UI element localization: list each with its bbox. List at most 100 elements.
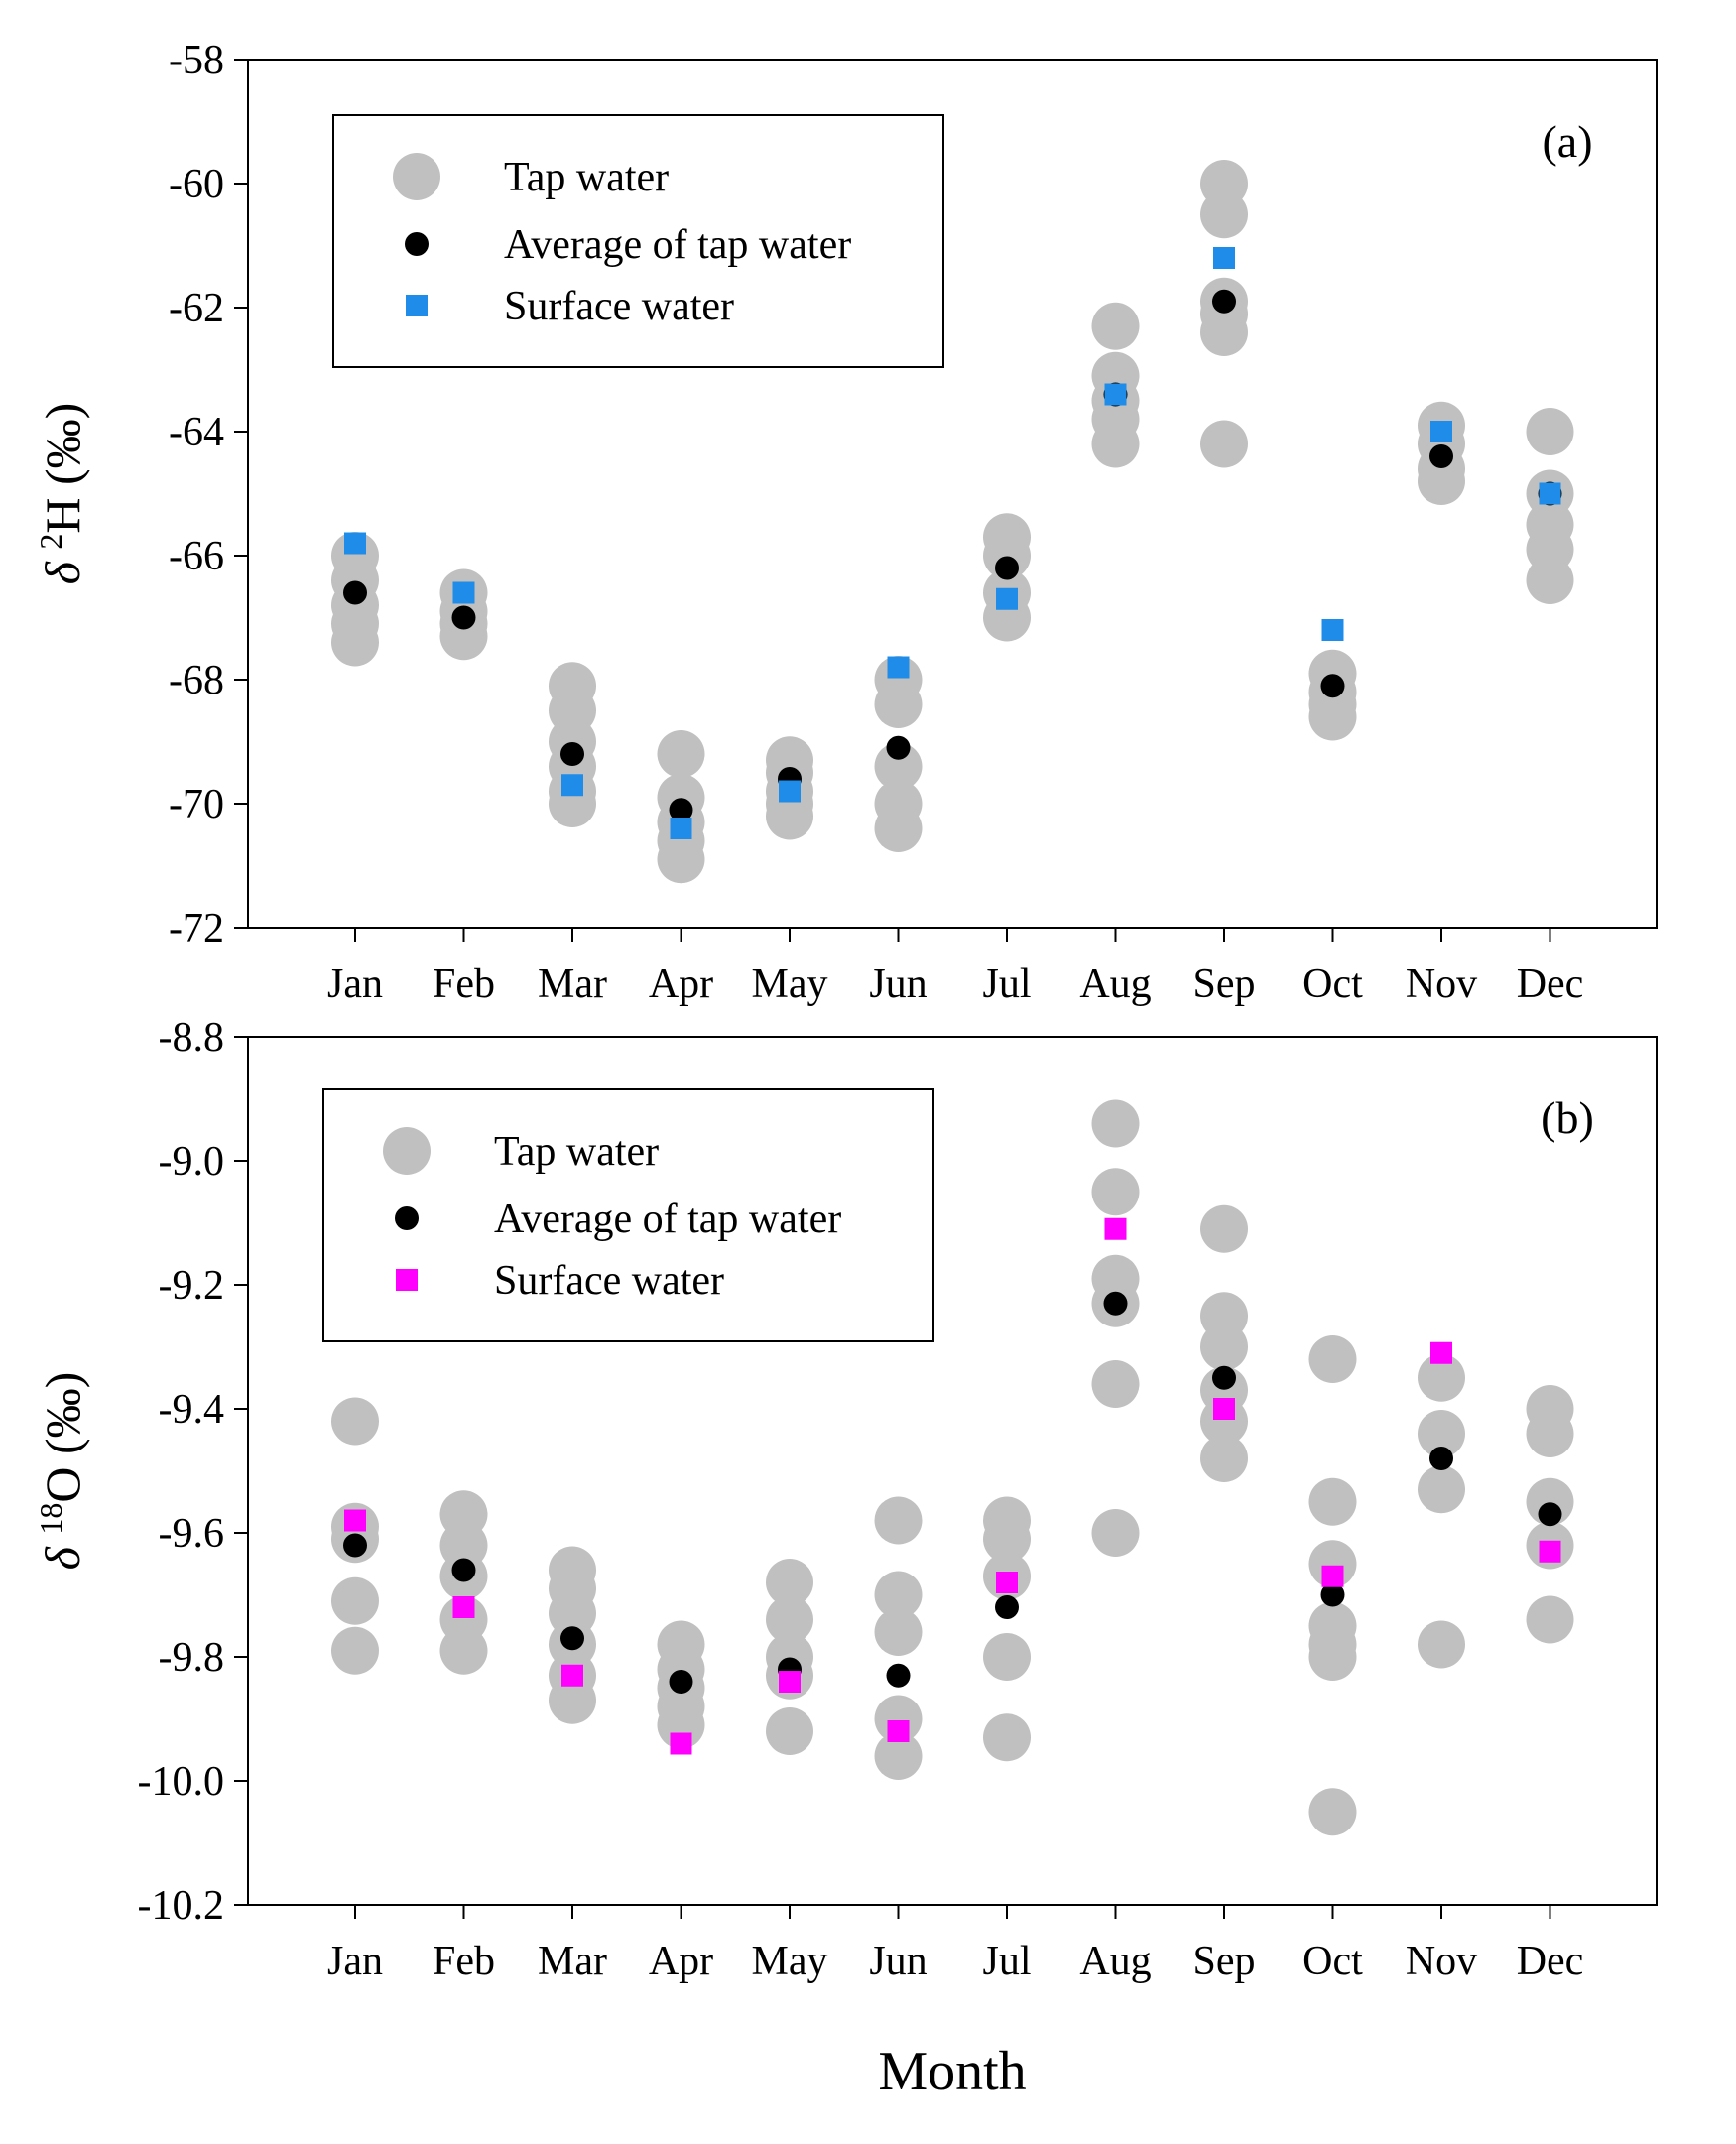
- x-tick-label: Apr: [649, 961, 713, 1007]
- surface-water-point: [887, 1720, 910, 1742]
- tap-water-point: [1526, 1477, 1574, 1526]
- y-tick-label: -66: [169, 534, 224, 579]
- tap-water-point: [766, 1595, 813, 1644]
- x-tick-label: Jan: [327, 961, 383, 1007]
- surface-water-point: [1104, 383, 1127, 406]
- x-tick-label: Jul: [982, 1939, 1031, 1984]
- tap-water-point: [549, 1676, 596, 1724]
- tap-water-point: [657, 835, 705, 884]
- tap-water-point: [1418, 457, 1465, 505]
- y-tick-label: -64: [169, 410, 224, 455]
- tap-water-point: [657, 1701, 705, 1749]
- y-tick-label: -9.6: [159, 1511, 225, 1557]
- tap-water-point: [1418, 1410, 1465, 1457]
- tap-water-point: [1091, 302, 1140, 350]
- average-point: [995, 556, 1019, 580]
- tap-water-point: [331, 1397, 379, 1446]
- average-point: [1429, 444, 1453, 468]
- surface-water-point: [1539, 482, 1561, 505]
- x-tick-label: Feb: [433, 961, 495, 1007]
- tap-water-point: [1418, 1620, 1465, 1669]
- average-point: [995, 1595, 1019, 1619]
- legend-marker-tap-water: [383, 1127, 431, 1175]
- x-tick-label: Nov: [1406, 1939, 1477, 1984]
- tap-water-point: [983, 1713, 1031, 1762]
- surface-water-point: [1213, 247, 1235, 269]
- average-point: [886, 735, 911, 760]
- tap-water-point: [1308, 1335, 1357, 1383]
- surface-water-point: [344, 532, 366, 555]
- average-point: [669, 1670, 693, 1694]
- average-point: [560, 742, 584, 766]
- surface-water-point: [1213, 1398, 1235, 1420]
- tap-water-point: [766, 792, 813, 840]
- x-tick-label: Sep: [1193, 1939, 1256, 1984]
- tap-water-point: [766, 1559, 813, 1606]
- tap-water-point: [1526, 1595, 1574, 1644]
- x-tick-label: Nov: [1406, 961, 1477, 1007]
- tap-water-point: [1091, 1509, 1140, 1557]
- surface-water-point: [887, 656, 910, 679]
- y-tick-label: -62: [169, 286, 224, 331]
- x-tick-label: May: [752, 1939, 828, 1984]
- legend-box: [332, 114, 944, 368]
- surface-water-point: [670, 818, 692, 839]
- y-tick-label: -9.8: [159, 1635, 225, 1681]
- tap-water-point: [1200, 190, 1248, 239]
- legend-marker-surface-water: [406, 295, 428, 316]
- legend-entry-label: Surface water: [504, 284, 734, 329]
- x-tick-label: Feb: [433, 1939, 495, 1984]
- y-axis-title-superscript: 2: [33, 534, 68, 550]
- surface-water-point: [1321, 1565, 1344, 1587]
- tap-water-point: [1091, 1360, 1140, 1408]
- tap-water-point: [874, 681, 923, 728]
- tap-water-point: [1200, 1323, 1248, 1371]
- tap-water-point: [983, 1515, 1031, 1564]
- surface-water-point: [561, 1664, 583, 1687]
- average-point: [1103, 1291, 1128, 1316]
- tap-water-point: [983, 1633, 1031, 1681]
- tap-water-point: [439, 612, 488, 661]
- surface-water-point: [779, 1671, 801, 1693]
- tap-water-point: [1308, 1788, 1357, 1836]
- surface-water-point: [996, 587, 1018, 610]
- tap-water-point: [1526, 557, 1574, 604]
- surface-water-point: [1539, 1540, 1561, 1563]
- tap-water-point: [1418, 1353, 1465, 1402]
- average-point: [451, 605, 476, 630]
- surface-water-point: [452, 1596, 475, 1618]
- legend-entry-label: Tap water: [504, 155, 669, 200]
- x-tick-label: Dec: [1517, 1939, 1584, 1984]
- chart-panel-b: -10.2 -10.0 -9.8 -9.6 -9.4 -9.2 -9.0 -8.8 Jan Feb…: [33, 1015, 1658, 2102]
- x-tick-label: Oct: [1302, 961, 1363, 1007]
- legend-marker-average: [395, 1206, 419, 1230]
- legend: Tap water Average of tap water Surface wat…: [322, 1088, 934, 1342]
- y-tick-label: -68: [169, 658, 224, 703]
- x-tick-label: May: [752, 961, 828, 1007]
- y-tick-label: -70: [169, 782, 224, 827]
- y-axis-title: δ 18O (‰): [33, 1372, 90, 1571]
- average-point: [451, 1558, 476, 1582]
- tap-water-point: [1308, 693, 1357, 741]
- tap-water-point: [331, 1626, 379, 1675]
- legend-marker-surface-water: [396, 1269, 418, 1291]
- tap-water-point: [1200, 1435, 1248, 1482]
- y-tick-label: -9.2: [159, 1263, 225, 1309]
- tap-water-point: [766, 1707, 813, 1755]
- data-points: [331, 1099, 1574, 1836]
- tap-water-point: [1200, 309, 1248, 356]
- surface-water-point: [452, 581, 475, 604]
- tap-water-point: [1091, 1099, 1140, 1148]
- surface-water-point: [996, 1572, 1018, 1593]
- tap-water-point: [983, 532, 1031, 579]
- tap-water-point: [983, 593, 1031, 642]
- panel-label: (a): [1542, 116, 1592, 167]
- surface-water-point: [1430, 421, 1452, 442]
- y-tick-label: -9.4: [159, 1387, 225, 1433]
- plot-frame: [247, 1036, 1658, 1906]
- tap-water-point: [1308, 1540, 1357, 1588]
- x-tick-label: Mar: [538, 961, 607, 1007]
- tap-water-point: [1091, 1168, 1140, 1216]
- surface-water-point: [670, 1732, 692, 1755]
